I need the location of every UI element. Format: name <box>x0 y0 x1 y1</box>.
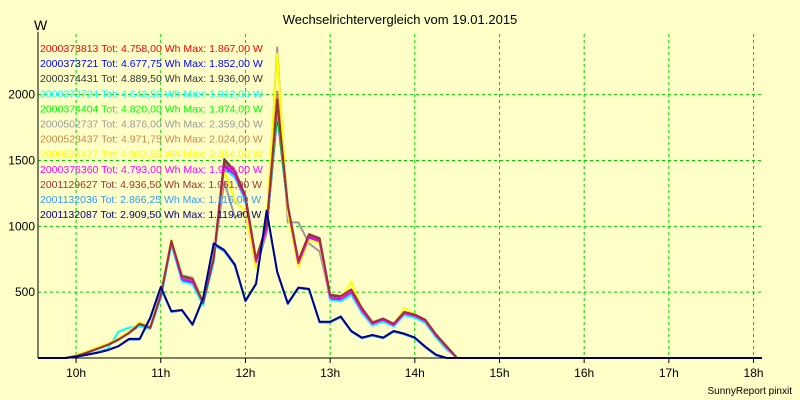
legend-entry: 2000376360 Tot: 4.793,00 Wh Max: 1.949,0… <box>40 164 263 176</box>
y-tick-label: 1000 <box>8 219 35 233</box>
x-tick-label: 17h <box>659 366 679 380</box>
y-tick-label: 2000 <box>8 88 35 102</box>
grid-lines <box>38 34 762 358</box>
legend: 2000373813 Tot: 4.758,00 Wh Max: 1.867,0… <box>40 43 263 221</box>
x-tick-label: 14h <box>405 366 425 380</box>
legend-entry: 2000502737 Tot: 4.876,00 Wh Max: 2.359,0… <box>40 119 263 131</box>
x-tick-label: 15h <box>489 366 509 380</box>
legend-entry: 2001132036 Tot: 2.866,25 Wh Max: 1.116,0… <box>40 194 261 206</box>
x-tick-label: 18h <box>744 366 764 380</box>
x-tick-label: 10h <box>66 366 86 380</box>
x-tick-label: 13h <box>320 366 340 380</box>
legend-entry: 2001129627 Tot: 4.936,50 Wh Max: 1.961,0… <box>40 179 262 191</box>
legend-entry: 2000373724 Tot: 4.642,50 Wh Max: 1.912,0… <box>40 88 263 100</box>
x-tick-label: 16h <box>574 366 594 380</box>
legend-entry: 2000374431 Tot: 4.889,50 Wh Max: 1.936,0… <box>40 73 263 85</box>
legend-entry: 2000373721 Tot: 4.677,75 Wh Max: 1.852,0… <box>40 58 263 70</box>
legend-entry: 2000374404 Tot: 4.820,00 Wh Max: 1.874,0… <box>40 103 263 115</box>
legend-entry: 2000523427 Tot: 4.922,50 Wh Max: 2.314,0… <box>40 149 263 161</box>
y-axis-unit: W <box>34 17 48 33</box>
y-tick-label: 1500 <box>8 154 35 168</box>
footer-credit: SunnyReport pinxit <box>708 386 793 397</box>
legend-entry: 2001132087 Tot: 2.909,50 Wh Max: 1.119,0… <box>40 209 261 221</box>
x-tick-label: 12h <box>235 366 255 380</box>
x-tick-label: 11h <box>151 366 170 380</box>
axes: 500 1000 1500 2000 10h 11h 12h 13h 14h 15h 16h 17h 1… <box>8 32 764 380</box>
legend-entry: 2000523437 Tot: 4.971,75 Wh Max: 2.024,0… <box>40 134 263 146</box>
y-tick-label: 500 <box>15 285 35 299</box>
legend-entry: 2000373813 Tot: 4.758,00 Wh Max: 1.867,0… <box>40 43 263 55</box>
chart-title: Wechselrichtervergleich vom 19.01.2015 <box>283 12 518 27</box>
